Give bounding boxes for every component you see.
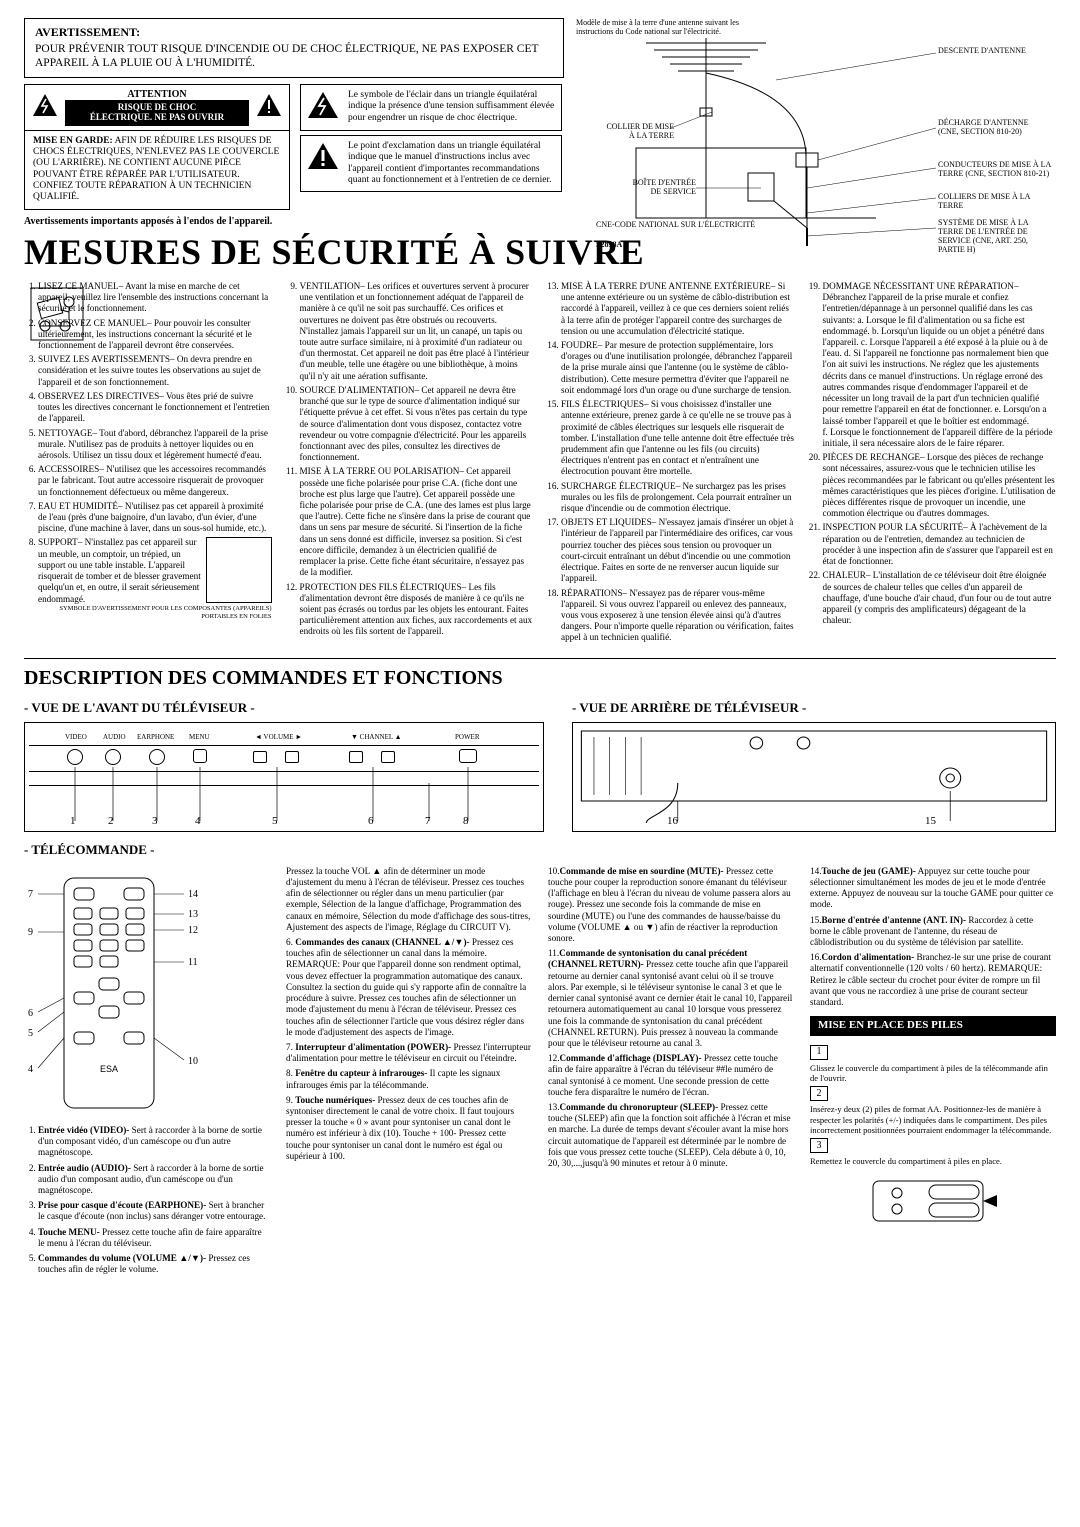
lbl-collier: COLLIER DE MISE À LA TERRE (604, 122, 674, 140)
svg-text:4: 4 (28, 1064, 33, 1075)
lbl-descente: DESCENTE D'ANTENNE (938, 46, 1026, 55)
front-heading: - VUE DE L'AVANT DU TÉLÉVISEUR - (24, 700, 544, 716)
cart-tipping-icon (206, 537, 272, 603)
desc-section-title: DESCRIPTION DES COMMANDES ET FONCTIONS (24, 667, 1056, 690)
safety-item: FOUDRE– Par mesure de protection supplém… (561, 340, 795, 396)
mid-item: 9. Touche numériques- Pressez deux de ce… (286, 1095, 532, 1162)
step-2: 2 (810, 1086, 828, 1101)
excl-triangle-icon (255, 92, 283, 123)
safety-item: SURCHARGE ÉLECTRIQUE– Ne surchargez pas … (561, 481, 795, 515)
bolt-symbol-text: Le symbole de l'éclair dans un triangle … (348, 90, 556, 125)
svg-text:10: 10 (188, 1056, 198, 1067)
cart-caption: SYMBOLE D'AVERTISSEMENT POUR LES COMPOSA… (38, 605, 272, 621)
avertissement-title: AVERTISSEMENT: (35, 25, 553, 40)
safety-item: MISE À LA TERRE D'UNE ANTENNE EXTÉRIEURE… (561, 281, 795, 337)
rear-panel-diagram: 16 15 (572, 722, 1056, 832)
excl-symbol-row: Le point d'exclamation dans un triangle … (300, 135, 562, 193)
right-item: 15.Borne d'entrée d'antenne (ANT. IN)- R… (810, 915, 1056, 949)
antenna-caption: Modèle de mise à la terre d'une antenne … (576, 18, 776, 36)
antenna-diagram: Modèle de mise à la terre d'une antenne … (576, 18, 1056, 258)
mise-en-garde-label: MISE EN GARDE: (33, 136, 113, 146)
right-item: 14.Touche de jeu (GAME)- Appuyez sur cet… (810, 866, 1056, 911)
step-1: 1 (810, 1045, 828, 1060)
battery-diagram (810, 1173, 1056, 1232)
step-3-text: Remettez le couvercle du compartiment à … (810, 1156, 1056, 1166)
mid-item: 8. Fenêtre du capteur à infrarouges- Il … (286, 1068, 532, 1090)
lbl-cne: CNE-CODE NATIONAL SUR L'ÉLECTRICITÉ (596, 220, 755, 229)
safety-item: ACCESSOIRES– N'utilisez que les accessoi… (38, 464, 272, 498)
safety-columns: LISEZ CE MANUEL– Avant la mise en marche… (24, 281, 1056, 644)
safety-item: PROTECTION DES FILS ÉLECTRIQUES– Les fil… (300, 582, 534, 638)
step-2-text: Insérez-y deux (2) piles de format AA. P… (810, 1104, 1056, 1135)
attention-title: ATTENTION (65, 89, 249, 100)
bolt-triangle-icon (31, 92, 59, 123)
svg-text:6: 6 (28, 1008, 33, 1019)
safety-item: DOMMAGE NÉCESSITANT UNE RÉPARATION– Débr… (823, 281, 1057, 449)
bolt-triangle-icon-2 (306, 90, 340, 125)
safety-item: SOURCE D'ALIMENTATION– Cet appareil ne d… (300, 385, 534, 464)
safety-item: RÉPARATIONS– N'essayez pas de réparer vo… (561, 588, 795, 644)
svg-text:7: 7 (28, 889, 33, 900)
avertissement-body: POUR PRÉVENIR TOUT RISQUE D'INCENDIE OU … (35, 42, 553, 71)
rear-heading: - VUE DE ARRIÈRE DE TÉLÉVISEUR - (572, 700, 1056, 716)
safety-item: VENTILATION– Les orifices et ouvertures … (300, 281, 534, 382)
mid-item: 7. Interrupteur d'alimentation (POWER)- … (286, 1042, 532, 1064)
mise-en-place-title: MISE EN PLACE DES PILES (810, 1016, 1056, 1035)
front-item: Entrée audio (AUDIO)- Sert à raccorder à… (38, 1163, 270, 1197)
step-1-text: Glissez le couvercle du compartiment à p… (810, 1063, 1056, 1084)
svg-text:13: 13 (188, 909, 198, 920)
excl-triangle-icon-2 (306, 141, 340, 187)
safety-item: SUPPORT– N'installez pas cet appareil su… (38, 537, 272, 620)
lbl-conducteurs: CONDUCTEURS DE MISE À LA TERRE (CNE, SEC… (938, 160, 1053, 178)
svg-text:9: 9 (28, 927, 33, 938)
safety-item: OBSERVEZ LES DIRECTIVES– Vous êtes prié … (38, 391, 272, 425)
mid-item: 6. Commandes des canaux (CHANNEL ▲/▼)- P… (286, 937, 532, 1038)
remote-diagram: ESA 14 13 (24, 872, 214, 1125)
svg-text:11: 11 (188, 957, 198, 968)
safety-item: PIÈCES DE RECHANGE– Lorsque des pièces d… (823, 452, 1057, 519)
lbl-colliers2: COLLIERS DE MISE À LA TERRE (938, 192, 1056, 210)
rear-item: 13.Commande du chronorupteur (SLEEP)- Pr… (548, 1102, 794, 1169)
mid-item: Pressez la touche VOL ▲ afin de détermin… (286, 866, 532, 933)
front-item: Prise pour casque d'écoute (EARPHONE)- S… (38, 1200, 270, 1222)
front-item: Touche MENU- Pressez cette touche afin d… (38, 1227, 270, 1249)
front-panel-diagram: VIDEO AUDIO EARPHONE MENU ◄ VOLUME ► ▼ C… (24, 722, 544, 832)
front-item: Commandes du volume (VOLUME ▲/▼)- Presse… (38, 1253, 270, 1275)
bolt-symbol-row: Le symbole de l'éclair dans un triangle … (300, 84, 562, 131)
svg-text:5: 5 (28, 1028, 33, 1039)
lbl-decharge: DÉCHARGE D'ANTENNE (CNE, SECTION 810-20) (938, 118, 1048, 136)
rear-item: 10.Commande de mise en sourdine (MUTE)- … (548, 866, 794, 945)
lbl-systeme: SYSTÈME DE MISE À LA TERRE DE L'ENTRÉE D… (938, 218, 1053, 254)
step-3: 3 (810, 1138, 828, 1153)
safety-item: CHALEUR– L'installation de ce téléviseur… (823, 570, 1057, 626)
lbl-ref: S2898A (596, 240, 622, 249)
svg-text:14: 14 (188, 889, 198, 900)
rear-item: 12.Commande d'affichage (DISPLAY)- Press… (548, 1053, 794, 1098)
rear-item: 11.Commande de syntonisation du canal pr… (548, 948, 794, 1049)
remote-heading: - TÉLÉCOMMANDE - (24, 842, 1056, 858)
rear-num-16: 16 (667, 815, 678, 827)
attention-black2: ÉLECTRIQUE. NE PAS OUVRIR (90, 112, 224, 122)
excl-symbol-text: Le point d'exclamation dans un triangle … (348, 141, 556, 187)
safety-item: EAU ET HUMIDITÉ– N'utilisez pas cet appa… (38, 501, 272, 535)
attention-box: ATTENTION RISQUE DE CHOC ÉLECTRIQUE. NE … (24, 84, 290, 210)
safety-item: SUIVEZ LES AVERTISSEMENTS– On devra pren… (38, 354, 272, 388)
attention-black1: RISQUE DE CHOC (118, 102, 197, 112)
lbl-boite: BOÎTE D'ENTRÉE DE SERVICE (626, 178, 696, 196)
safety-item: OBJETS ET LIQUIDES– N'essayez jamais d'i… (561, 517, 795, 584)
rear-num-15: 15 (925, 815, 936, 827)
safety-item: NETTOYAGE– Tout d'abord, débranchez l'ap… (38, 428, 272, 462)
right-item: 16.Cordon d'alimentation- Branchez-le su… (810, 952, 1056, 1008)
svg-text:12: 12 (188, 925, 198, 936)
front-item: Entrée vidéo (VIDEO)- Sert à raccorder à… (38, 1125, 270, 1159)
svg-text:ESA: ESA (100, 1064, 118, 1074)
safety-item: MISE À LA TERRE OU POLARISATION– Cet app… (300, 466, 534, 578)
safety-item: INSPECTION POUR LA SÉCURITÉ– À l'achèvem… (823, 522, 1057, 567)
safety-item: FILS ÉLECTRIQUES– Si vous choisissez d'i… (561, 399, 795, 478)
avertissement-box: AVERTISSEMENT: POUR PRÉVENIR TOUT RISQUE… (24, 18, 564, 78)
